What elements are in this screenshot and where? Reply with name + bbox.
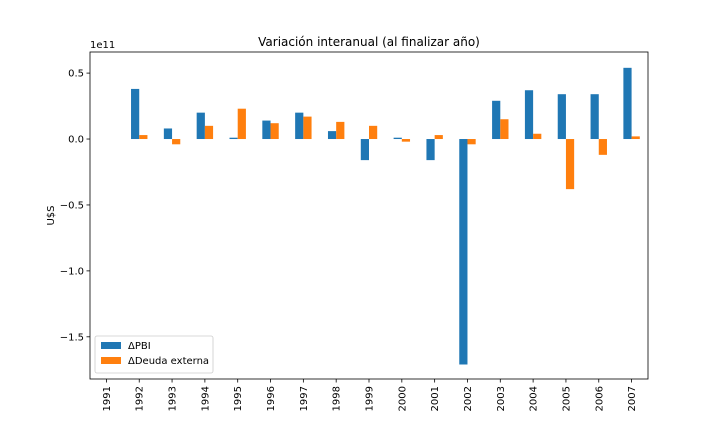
bar-deuda-2004 xyxy=(533,133,542,140)
y-axis: −1.5 −1.0 −0.5 0.0 0.5 xyxy=(60,69,90,343)
x-tick-label: 1997 xyxy=(299,386,310,411)
bar-deuda-1995 xyxy=(237,108,246,140)
x-tick-label: 1996 xyxy=(266,386,277,411)
x-axis: 1991 1992 1993 1994 1995 1996 1997 1998 1999 2000… xyxy=(102,379,638,411)
legend-swatch xyxy=(101,342,121,349)
x-tick-label: 2003 xyxy=(496,386,507,411)
bar-deuda-1996 xyxy=(270,123,279,140)
bar-deuda-1998 xyxy=(336,121,345,140)
bar-deuda-1993 xyxy=(172,139,181,145)
x-tick-label: 1998 xyxy=(332,386,343,411)
bar-pbi-1996 xyxy=(262,120,271,140)
bar-pbi-2003 xyxy=(492,100,501,140)
bar-deuda-1992 xyxy=(139,135,148,140)
bar-pbi-2000 xyxy=(393,137,402,140)
x-tick-label: 1992 xyxy=(135,386,146,411)
y-axis-label: U$S xyxy=(46,205,57,225)
x-tick-label: 2007 xyxy=(627,386,638,411)
bar-deuda-2005 xyxy=(565,139,575,190)
bar-pbi-2004 xyxy=(524,90,534,140)
y-tick-label: 0.5 xyxy=(68,69,84,80)
bar-pbi-2002 xyxy=(459,139,468,365)
y-tick-label: −0.5 xyxy=(60,200,84,211)
y-tick-label: −1.5 xyxy=(60,332,84,343)
bar-deuda-2001 xyxy=(434,135,443,140)
bar-deuda-2007 xyxy=(631,136,640,140)
y-tick-label: −1.0 xyxy=(60,266,84,277)
bar-pbi-2007 xyxy=(623,67,632,140)
x-tick-label: 2004 xyxy=(529,386,540,411)
x-tick-label: 1994 xyxy=(200,386,211,411)
legend-box xyxy=(94,335,214,374)
bar-pbi-2006 xyxy=(590,94,599,140)
x-tick-label: 2000 xyxy=(397,386,408,411)
bar-pbi-1995 xyxy=(229,137,238,140)
x-tick-label: 2002 xyxy=(463,386,474,411)
bars xyxy=(131,67,640,365)
bar-pbi-2005 xyxy=(557,94,566,140)
bar-deuda-2006 xyxy=(598,139,607,155)
legend-label: ΔPBI xyxy=(128,341,151,352)
bar-pbi-2001 xyxy=(426,139,435,161)
x-tick-label: 2001 xyxy=(430,386,441,411)
y-axis-offset-label: 1e11 xyxy=(90,40,115,51)
bar-deuda-1999 xyxy=(369,125,378,140)
bar-pbi-1992 xyxy=(131,88,140,140)
x-tick-label: 1995 xyxy=(233,386,244,411)
legend-swatch xyxy=(101,357,121,364)
bar-pbi-1998 xyxy=(327,131,337,140)
plot-frame xyxy=(89,51,649,380)
x-tick-label: 2006 xyxy=(594,386,605,411)
bar-deuda-1997 xyxy=(303,116,312,140)
bar-pbi-1993 xyxy=(163,128,173,140)
bar-pbi-1994 xyxy=(196,112,205,140)
bar-pbi-1997 xyxy=(295,112,304,140)
bar-deuda-2003 xyxy=(500,119,509,140)
bar-deuda-1994 xyxy=(204,125,214,140)
legend: ΔPBI ΔDeuda externa xyxy=(94,335,214,374)
legend-label: ΔDeuda externa xyxy=(128,356,209,367)
x-tick-label: 1991 xyxy=(102,386,113,411)
bar-pbi-1999 xyxy=(360,139,369,161)
x-tick-label: 1999 xyxy=(365,386,376,411)
bar-deuda-2000 xyxy=(401,139,411,142)
bar-deuda-2002 xyxy=(467,139,476,145)
x-tick-label: 2005 xyxy=(561,386,572,411)
x-tick-label: 1993 xyxy=(168,386,179,411)
y-tick-label: 0.0 xyxy=(68,135,84,146)
chart-title: Variación interanual (al finalizar año) xyxy=(258,35,480,49)
